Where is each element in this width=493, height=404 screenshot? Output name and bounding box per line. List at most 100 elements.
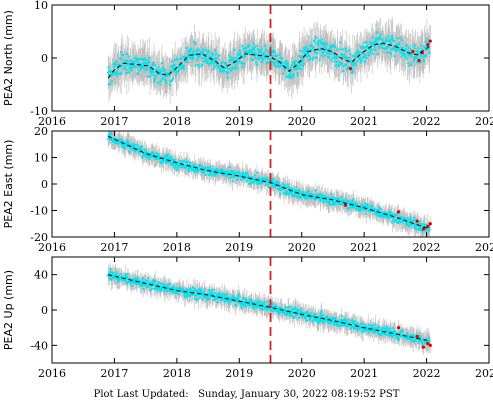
data-point bbox=[222, 69, 226, 73]
data-point bbox=[299, 68, 303, 71]
x-tick-label: 2020 bbox=[288, 115, 316, 128]
data-point bbox=[308, 192, 311, 195]
data-point bbox=[198, 65, 201, 69]
data-point bbox=[179, 58, 182, 61]
data-point bbox=[407, 46, 410, 49]
data-point bbox=[203, 169, 206, 172]
data-point bbox=[274, 55, 277, 58]
outlier-point bbox=[415, 219, 419, 223]
data-point bbox=[307, 189, 310, 193]
plot-area-north bbox=[107, 16, 432, 105]
data-point bbox=[221, 61, 224, 64]
data-point bbox=[400, 55, 403, 58]
data-point bbox=[323, 41, 326, 44]
x-tick-label: 2019 bbox=[225, 241, 253, 254]
data-point bbox=[197, 48, 201, 52]
data-point bbox=[215, 53, 218, 56]
data-point bbox=[115, 60, 118, 63]
data-point bbox=[350, 62, 353, 65]
data-point bbox=[156, 81, 160, 84]
data-point bbox=[301, 50, 304, 53]
data-point bbox=[204, 57, 208, 61]
data-point bbox=[173, 58, 177, 62]
data-point bbox=[366, 203, 369, 206]
data-point bbox=[248, 50, 251, 54]
data-point bbox=[342, 65, 345, 68]
data-point bbox=[371, 36, 374, 39]
data-point bbox=[330, 59, 333, 62]
data-point bbox=[358, 50, 361, 54]
data-point bbox=[142, 287, 145, 291]
data-point bbox=[152, 73, 155, 77]
panel-east: 2016 2017 2018 2019 2020 2021 2022 2023 -20 -10 0 1… bbox=[2, 125, 493, 254]
data-point bbox=[221, 292, 224, 295]
data-point bbox=[147, 60, 151, 63]
data-point bbox=[334, 64, 338, 67]
data-point bbox=[139, 280, 142, 283]
data-point bbox=[379, 207, 382, 211]
data-point bbox=[359, 61, 363, 64]
data-point bbox=[207, 63, 211, 66]
data-point bbox=[369, 50, 372, 54]
data-point bbox=[344, 63, 348, 67]
data-point bbox=[216, 57, 219, 60]
data-point bbox=[320, 54, 323, 58]
plot-area-up bbox=[106, 262, 432, 356]
data-point bbox=[226, 170, 230, 173]
data-point bbox=[343, 55, 347, 59]
data-point bbox=[292, 73, 295, 76]
data-point bbox=[312, 194, 315, 197]
data-point bbox=[397, 42, 401, 45]
data-point bbox=[260, 182, 264, 185]
data-point bbox=[163, 283, 167, 287]
x-tick-label: 2023 bbox=[475, 115, 493, 128]
data-point bbox=[366, 205, 370, 208]
data-point bbox=[111, 73, 114, 76]
data-point bbox=[126, 280, 129, 284]
data-point bbox=[209, 165, 212, 168]
outlier-point bbox=[428, 222, 432, 226]
data-point bbox=[253, 174, 257, 177]
data-point bbox=[259, 49, 263, 53]
data-point bbox=[341, 69, 345, 73]
data-point bbox=[419, 219, 422, 223]
data-point bbox=[384, 39, 388, 43]
outlier-point bbox=[396, 210, 401, 214]
data-point bbox=[352, 206, 355, 209]
panel-up: 20162017201820192020202120222023-40040PE… bbox=[2, 256, 493, 380]
data-point bbox=[243, 54, 247, 58]
data-point bbox=[274, 61, 277, 64]
data-point bbox=[302, 62, 305, 66]
data-point bbox=[108, 83, 112, 86]
data-point bbox=[409, 48, 413, 51]
data-point bbox=[254, 56, 257, 59]
data-point bbox=[323, 54, 326, 57]
data-point bbox=[159, 289, 162, 293]
data-point bbox=[296, 74, 300, 77]
data-point bbox=[247, 43, 250, 46]
data-point bbox=[207, 49, 210, 53]
data-point bbox=[188, 50, 192, 53]
data-point bbox=[164, 79, 167, 82]
data-point bbox=[135, 65, 138, 69]
y-tick-label: 0 bbox=[41, 178, 48, 191]
data-point bbox=[307, 47, 310, 51]
data-point bbox=[406, 217, 409, 220]
data-point bbox=[255, 63, 259, 67]
data-point bbox=[213, 292, 216, 295]
data-point bbox=[302, 191, 305, 194]
data-point bbox=[238, 295, 241, 298]
data-point bbox=[294, 59, 297, 63]
data-point bbox=[192, 50, 195, 53]
data-point bbox=[124, 146, 127, 150]
data-point bbox=[385, 51, 389, 54]
data-point bbox=[419, 44, 423, 47]
data-point bbox=[132, 145, 136, 149]
data-point bbox=[305, 45, 308, 48]
data-point bbox=[158, 69, 161, 72]
data-point bbox=[289, 70, 292, 74]
data-point bbox=[148, 75, 152, 78]
data-point bbox=[308, 55, 311, 58]
data-point bbox=[228, 302, 231, 305]
